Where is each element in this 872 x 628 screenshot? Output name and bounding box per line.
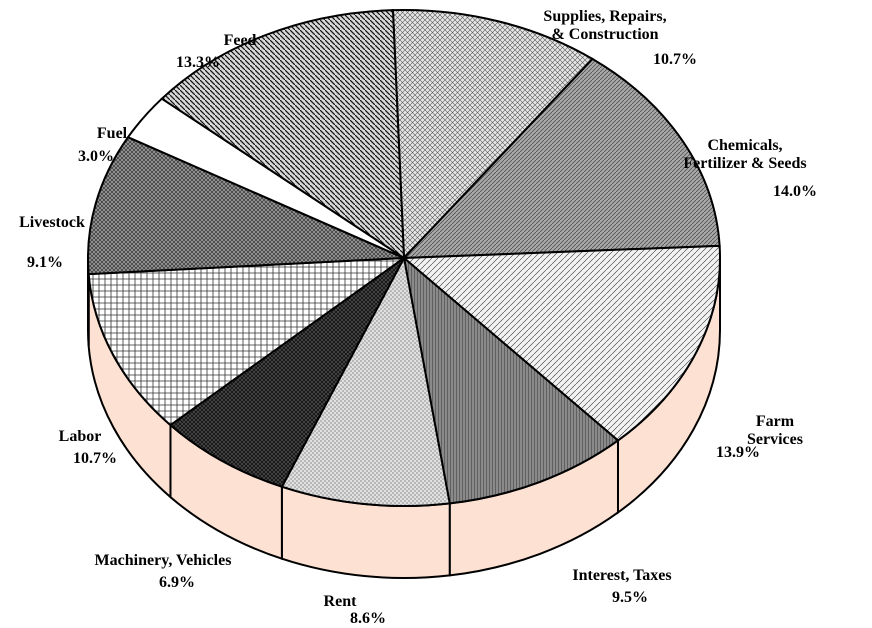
value-label: 3.0%	[78, 148, 114, 165]
slice-hatch	[168, 257, 405, 488]
slice-hatch	[401, 57, 721, 260]
value-label: 8.6%	[350, 610, 386, 627]
slice-hatch	[280, 255, 451, 507]
slice-label: Livestock	[19, 214, 85, 231]
value-label: 6.9%	[159, 574, 195, 591]
slice-label: Chemicals, Fertilizer & Seeds	[683, 137, 807, 172]
value-label: 9.5%	[612, 589, 648, 606]
value-label: 13.9%	[716, 444, 760, 461]
slice-hatch	[160, 9, 406, 260]
slice-label: Rent	[323, 593, 357, 610]
slice-label: Labor	[58, 428, 102, 445]
value-label: 14.0%	[773, 183, 817, 200]
slice-label: Supplies, Repairs, & Construction	[543, 8, 667, 43]
slice-label: Fuel	[96, 125, 128, 142]
slice-label: Interest, Taxes	[572, 567, 672, 584]
slice-label: Farm Services	[747, 413, 803, 448]
value-label: 9.1%	[27, 254, 63, 271]
slice-hatch	[87, 135, 405, 276]
slice-hatch	[87, 256, 408, 427]
slice-hatch	[401, 244, 721, 442]
value-label: 10.7%	[73, 450, 117, 467]
slice-label: Feed	[223, 32, 257, 49]
slice-hatch	[391, 9, 595, 261]
slice-hatch	[402, 255, 620, 505]
value-label: 13.3%	[176, 54, 220, 71]
value-label: 10.7%	[653, 51, 697, 68]
slice-label: Machinery, Vehicles	[94, 552, 232, 569]
